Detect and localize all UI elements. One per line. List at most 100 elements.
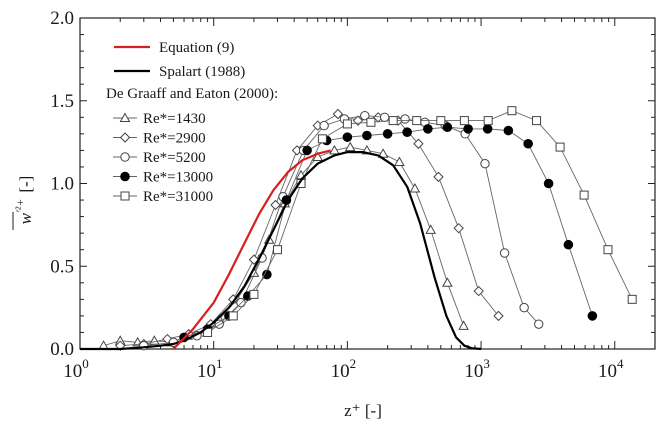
- data-point: [362, 130, 372, 141]
- svg-text:w′²+[-]: w′²+ [-]: [13, 176, 35, 225]
- data-point: [603, 245, 613, 255]
- data-point: [459, 116, 469, 126]
- x-tick-label: 102: [331, 356, 357, 382]
- data-point: [402, 127, 412, 137]
- legend-entry: Re*=31000: [113, 189, 213, 205]
- series-line: [172, 149, 331, 350]
- data-point: [433, 171, 444, 183]
- data-point: [423, 124, 433, 134]
- y-tick-label: 0.5: [50, 256, 74, 277]
- data-point: [400, 114, 410, 124]
- data-point: [534, 319, 544, 329]
- legend-entry-marker: [119, 132, 131, 143]
- data-point: [228, 311, 238, 321]
- data-point: [344, 141, 356, 152]
- x-tick-label-exponent: 3: [483, 356, 490, 371]
- y-axis-label: w′²+ [-]: [12, 176, 35, 230]
- data-point: [302, 145, 312, 156]
- data-point: [442, 277, 453, 287]
- x-tick-label-base: 10: [464, 361, 483, 382]
- axis-ticks: [79, 17, 656, 350]
- x-tick-label: 101: [197, 356, 223, 382]
- data-point: [483, 116, 493, 126]
- data-point: [317, 134, 327, 144]
- y-tick-label: 1.5: [50, 91, 74, 112]
- y-axis-label-symbol: w: [16, 212, 35, 224]
- data-point: [587, 311, 598, 321]
- x-axis-label: z⁺ [-]: [344, 401, 382, 420]
- data-point: [248, 254, 260, 265]
- series-equation-9-: [172, 149, 331, 350]
- legend-entry-marker: [120, 171, 130, 182]
- data-point: [503, 125, 514, 136]
- data-point: [249, 289, 259, 299]
- data-point: [482, 124, 493, 134]
- data-point: [473, 285, 484, 297]
- data-point: [272, 245, 282, 255]
- data-point: [519, 302, 529, 313]
- data-point: [436, 116, 446, 126]
- data-point: [480, 158, 490, 169]
- data-point: [319, 120, 329, 131]
- legend-entry: Re*=5200: [113, 150, 206, 166]
- data-point: [453, 222, 464, 234]
- y-tick-labels: 0.0 0.5 1.0 1.5 2.0: [50, 8, 74, 360]
- data-point: [463, 124, 473, 134]
- legend: Equation (9) Spalart (1988) De Graaff an…: [106, 40, 278, 205]
- series-re-13000: [179, 122, 598, 343]
- data-point: [523, 138, 533, 149]
- series-layer: [80, 106, 637, 351]
- y-axis-label-unit: [-]: [16, 176, 35, 193]
- plot-frame: [79, 17, 656, 350]
- legend-entry: Re*=1430: [113, 111, 206, 127]
- x-tick-label: 103: [464, 356, 490, 382]
- x-tick-label-exponent: 0: [82, 356, 89, 371]
- x-tick-label-base: 10: [598, 361, 617, 382]
- data-point: [579, 190, 589, 200]
- data-point: [493, 310, 504, 322]
- legend-marker-entries: Re*=1430 Re*=2900 Re*=5200 Re*=13000 Re*=310…: [113, 111, 213, 205]
- legend-entry-label: Re*=31000: [143, 189, 213, 205]
- data-point: [388, 116, 398, 126]
- legend-entry-marker: [120, 191, 130, 201]
- legend-entry: Re*=2900: [113, 131, 206, 147]
- legend-entry-marker: [119, 112, 131, 122]
- legend-entry-label: Re*=1430: [143, 111, 206, 127]
- legend-entry-label: Re*=5200: [143, 150, 206, 166]
- data-point: [379, 112, 390, 123]
- data-point: [532, 116, 542, 126]
- data-point: [360, 110, 370, 121]
- x-tick-label: 100: [63, 356, 89, 382]
- data-point: [342, 132, 353, 142]
- data-point: [425, 224, 437, 234]
- data-point: [270, 199, 281, 211]
- series-re-5200: [139, 110, 544, 351]
- data-point: [312, 151, 324, 162]
- x-tick-label-base: 10: [331, 361, 350, 382]
- data-point: [499, 248, 510, 258]
- data-point: [555, 142, 565, 152]
- data-point: [627, 294, 637, 304]
- data-point: [329, 144, 340, 155]
- data-point: [366, 117, 376, 127]
- x-tick-label-base: 10: [197, 361, 216, 382]
- series-connector: [143, 115, 540, 347]
- legend-entry-label: Re*=2900: [143, 131, 206, 147]
- data-point: [139, 340, 149, 351]
- x-tick-labels: 100 101 102 103 104: [63, 356, 624, 382]
- data-point: [543, 178, 554, 189]
- data-point: [377, 148, 389, 158]
- y-axis-label-superscript: ′²+: [13, 199, 27, 213]
- data-point: [342, 119, 352, 129]
- x-tick-label-exponent: 1: [216, 356, 223, 371]
- legend-group-title: De Graaff and Eaton (2000):: [106, 86, 278, 102]
- data-point: [563, 239, 574, 250]
- legend-entry-label: Re*=13000: [143, 170, 213, 186]
- data-point: [382, 129, 393, 139]
- y-tick-label: 1.0: [50, 174, 74, 195]
- data-point: [149, 335, 160, 345]
- data-point: [412, 116, 422, 126]
- data-point: [262, 269, 272, 280]
- data-point: [413, 138, 424, 149]
